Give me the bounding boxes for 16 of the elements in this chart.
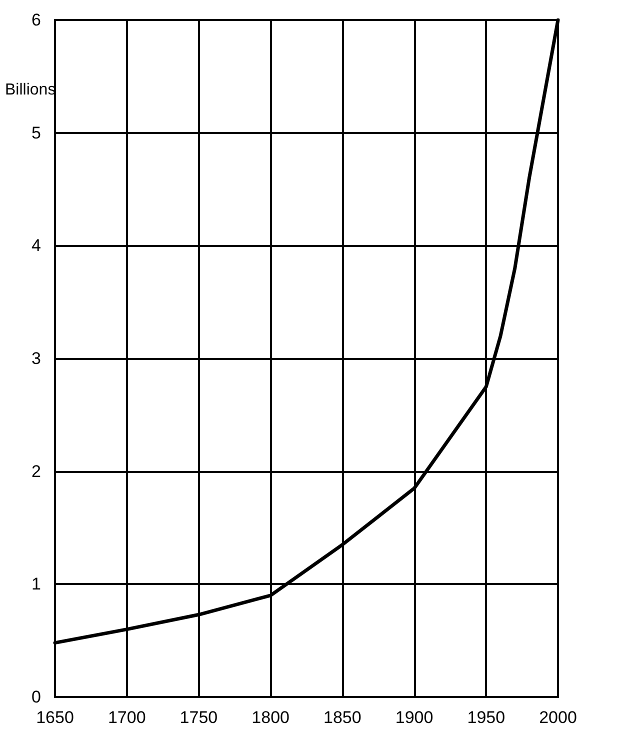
y-tick-label: 5	[32, 123, 41, 142]
y-axis-title: Billions	[5, 82, 56, 98]
x-tick-label: 1650	[36, 708, 74, 727]
x-tick-label: 1850	[324, 708, 362, 727]
y-tick-label: 6	[32, 10, 41, 30]
x-tick-label: 1750	[180, 708, 218, 727]
y-tick-label: 2	[32, 462, 41, 481]
y-tick-label: 1	[32, 574, 41, 594]
y-tick-label: 3	[32, 349, 41, 368]
x-tick-label: 1900	[395, 708, 434, 727]
x-tick-label: 2000	[539, 708, 577, 727]
y-tick-label: 0	[32, 688, 41, 706]
x-tick-label: 1700	[108, 708, 146, 727]
x-tick-label: 1800	[252, 708, 290, 727]
x-tick-label: 1950	[467, 708, 506, 727]
y-tick-label: 4	[32, 236, 41, 256]
